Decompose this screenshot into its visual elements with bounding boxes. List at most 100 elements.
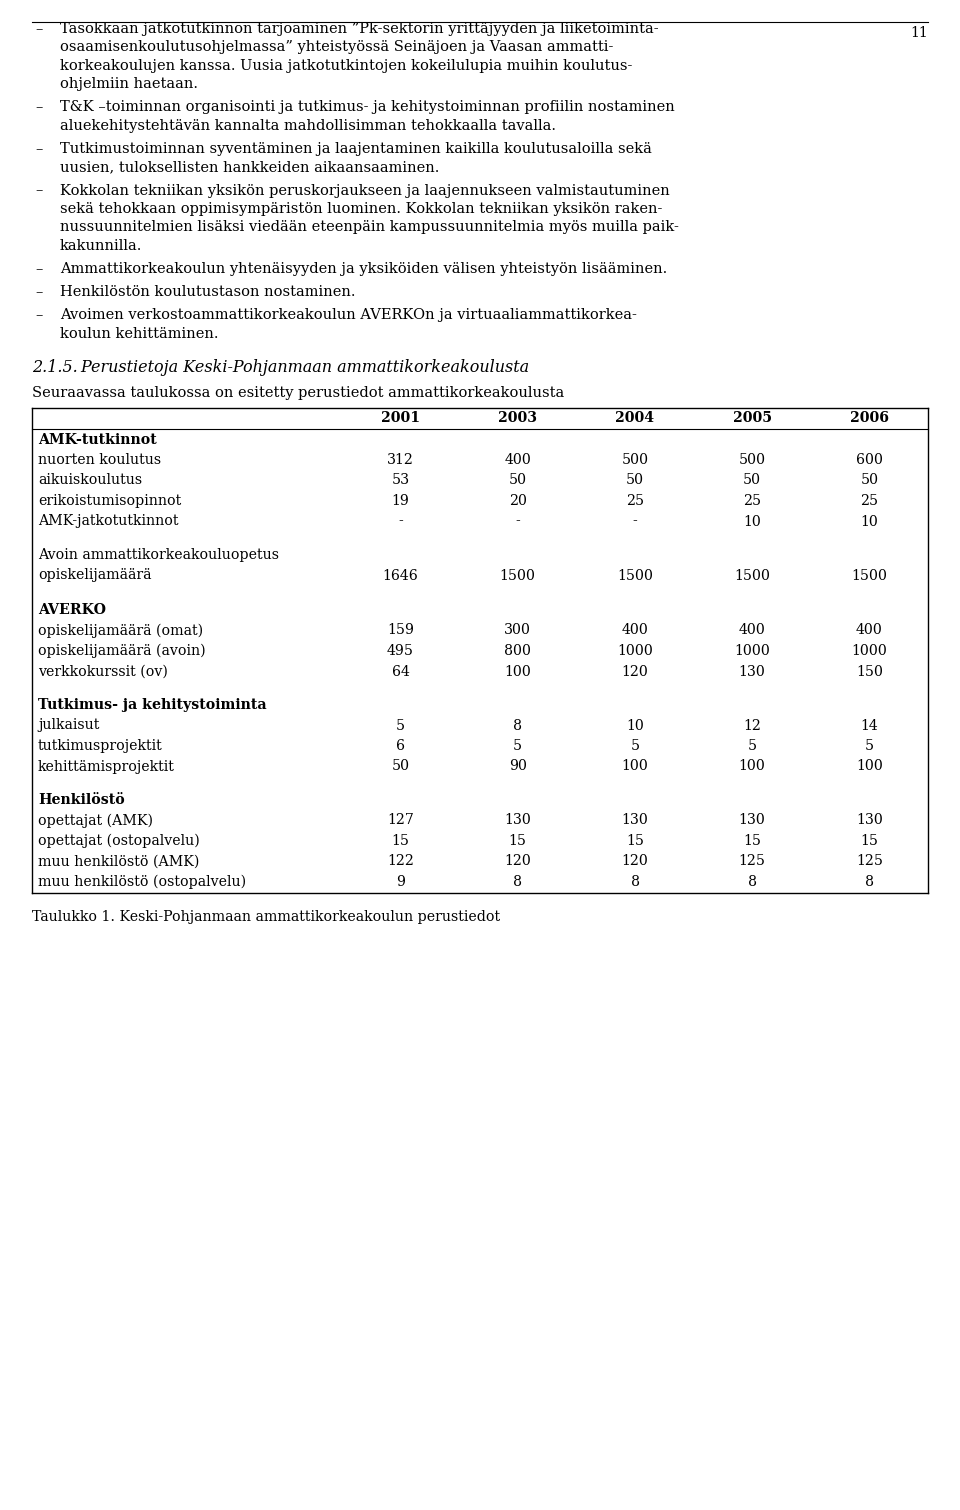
Text: Henkilöstö: Henkilöstö: [38, 793, 125, 806]
Text: muu henkilöstö (AMK): muu henkilöstö (AMK): [38, 855, 200, 868]
Text: tutkimusprojektit: tutkimusprojektit: [38, 738, 163, 753]
Text: –: –: [35, 142, 42, 156]
Text: 15: 15: [509, 834, 527, 849]
Text: 15: 15: [743, 834, 761, 849]
Text: 130: 130: [856, 814, 883, 827]
Text: 15: 15: [626, 834, 644, 849]
Text: sekä tehokkaan oppimisympäristön luominen. Kokkolan tekniikan yksikön raken-: sekä tehokkaan oppimisympäristön luomine…: [60, 202, 662, 216]
Text: 2.1.5. Perustietoja Keski-Pohjanmaan ammattikorkeakoulusta: 2.1.5. Perustietoja Keski-Pohjanmaan amm…: [32, 359, 529, 376]
Text: kakunnilla.: kakunnilla.: [60, 239, 142, 254]
Text: verkkokurssit (ov): verkkokurssit (ov): [38, 664, 168, 678]
Text: opettajat (ostopalvelu): opettajat (ostopalvelu): [38, 834, 200, 849]
Text: nussuunnitelmien lisäksi viedään eteenpäin kampussuunnitelmia myös muilla paik-: nussuunnitelmien lisäksi viedään eteenpä…: [60, 220, 679, 234]
Text: 125: 125: [738, 855, 766, 868]
Text: -: -: [516, 515, 520, 528]
Text: 312: 312: [387, 453, 414, 467]
Text: Taulukko 1. Keski-Pohjanmaan ammattikorkeakoulun perustiedot: Taulukko 1. Keski-Pohjanmaan ammattikork…: [32, 911, 500, 924]
Text: 25: 25: [743, 494, 761, 507]
Text: Tutkimustoiminnan syventäminen ja laajentaminen kaikilla koulutusaloilla sekä: Tutkimustoiminnan syventäminen ja laajen…: [60, 142, 652, 156]
Text: 12: 12: [743, 719, 761, 732]
Text: T&K –toiminnan organisointi ja tutkimus- ja kehitystoiminnan profiilin nostamine: T&K –toiminnan organisointi ja tutkimus-…: [60, 101, 675, 115]
Text: 2003: 2003: [498, 412, 538, 426]
Text: 300: 300: [504, 624, 531, 637]
Text: 400: 400: [621, 624, 648, 637]
Text: AMK-jatkotutkinnot: AMK-jatkotutkinnot: [38, 515, 179, 528]
Text: 122: 122: [387, 855, 414, 868]
Text: 125: 125: [856, 855, 883, 868]
Text: 25: 25: [860, 494, 878, 507]
Text: 2004: 2004: [615, 412, 655, 426]
Text: –: –: [35, 263, 42, 276]
Text: 127: 127: [387, 814, 414, 827]
Text: 400: 400: [739, 624, 766, 637]
Text: 19: 19: [392, 494, 410, 507]
Text: Tutkimus- ja kehitystoiminta: Tutkimus- ja kehitystoiminta: [38, 698, 267, 713]
Text: 15: 15: [860, 834, 878, 849]
Text: 15: 15: [392, 834, 410, 849]
Text: 64: 64: [392, 664, 410, 678]
Text: 5: 5: [396, 719, 405, 732]
Text: –: –: [35, 101, 42, 115]
Text: 2006: 2006: [850, 412, 889, 426]
Text: 11: 11: [910, 26, 928, 39]
Text: opiskelijamäärä (omat): opiskelijamäärä (omat): [38, 624, 204, 637]
Text: Avoimen verkostoammattikorkeakoulun AVERKOn ja virtuaaliammattikorkea-: Avoimen verkostoammattikorkeakoulun AVER…: [60, 308, 636, 322]
Text: 1500: 1500: [500, 568, 536, 583]
Text: 53: 53: [392, 474, 410, 488]
Text: 50: 50: [509, 474, 527, 488]
Text: 50: 50: [860, 474, 878, 488]
Text: 9: 9: [396, 874, 405, 889]
Text: 2005: 2005: [732, 412, 772, 426]
Text: 10: 10: [860, 515, 878, 528]
Text: opiskelijamäärä: opiskelijamäärä: [38, 568, 152, 583]
Text: kehittämisprojektit: kehittämisprojektit: [38, 760, 175, 773]
Text: –: –: [35, 184, 42, 198]
Text: –: –: [35, 23, 42, 36]
Text: 495: 495: [387, 643, 414, 658]
Text: 8: 8: [514, 874, 522, 889]
Text: Seuraavassa taulukossa on esitetty perustiedot ammattikorkeakoulusta: Seuraavassa taulukossa on esitetty perus…: [32, 385, 564, 400]
Text: 50: 50: [743, 474, 761, 488]
Text: Tasokkaan jatkotutkinnon tarjoaminen ”Pk-sektorin yrittäjyyden ja liiketoiminta-: Tasokkaan jatkotutkinnon tarjoaminen ”Pk…: [60, 23, 659, 36]
Text: Henkilöstön koulutustason nostaminen.: Henkilöstön koulutustason nostaminen.: [60, 285, 355, 299]
Text: 50: 50: [626, 474, 644, 488]
Text: osaamisenkoulutusohjelmassa” yhteistyössä Seinäjoen ja Vaasan ammatti-: osaamisenkoulutusohjelmassa” yhteistyöss…: [60, 41, 613, 54]
Text: 1000: 1000: [852, 643, 887, 658]
Text: 1500: 1500: [617, 568, 653, 583]
Text: uusien, tuloksellisten hankkeiden aikaansaaminen.: uusien, tuloksellisten hankkeiden aikaan…: [60, 160, 440, 175]
Text: 130: 130: [621, 814, 648, 827]
Text: 500: 500: [621, 453, 649, 467]
Text: 100: 100: [739, 760, 766, 773]
Text: 1000: 1000: [617, 643, 653, 658]
Text: muu henkilöstö (ostopalvelu): muu henkilöstö (ostopalvelu): [38, 874, 246, 889]
Text: 10: 10: [626, 719, 644, 732]
Text: 130: 130: [504, 814, 531, 827]
Text: 1500: 1500: [852, 568, 887, 583]
Text: 150: 150: [856, 664, 883, 678]
Text: AMK-tutkinnot: AMK-tutkinnot: [38, 432, 156, 447]
Text: 1500: 1500: [734, 568, 770, 583]
Text: 5: 5: [748, 738, 756, 753]
Text: 5: 5: [631, 738, 639, 753]
Text: 20: 20: [509, 494, 527, 507]
Text: 10: 10: [743, 515, 761, 528]
Text: 130: 130: [739, 814, 766, 827]
Text: erikoistumisopinnot: erikoistumisopinnot: [38, 494, 181, 507]
Text: julkaisut: julkaisut: [38, 719, 100, 732]
Text: 120: 120: [504, 855, 531, 868]
Text: 120: 120: [621, 855, 648, 868]
Text: 100: 100: [856, 760, 883, 773]
Text: 800: 800: [504, 643, 531, 658]
Text: 5: 5: [865, 738, 874, 753]
Text: 8: 8: [748, 874, 756, 889]
Text: 120: 120: [621, 664, 648, 678]
Text: 600: 600: [856, 453, 883, 467]
Text: 100: 100: [504, 664, 531, 678]
Text: AVERKO: AVERKO: [38, 602, 106, 618]
Text: 1646: 1646: [383, 568, 419, 583]
Text: ohjelmiin haetaan.: ohjelmiin haetaan.: [60, 77, 198, 92]
Text: 100: 100: [621, 760, 648, 773]
Text: Kokkolan tekniikan yksikön peruskorjaukseen ja laajennukseen valmistautuminen: Kokkolan tekniikan yksikön peruskorjauks…: [60, 184, 670, 198]
Text: 50: 50: [392, 760, 410, 773]
Text: Ammattikorkeakoulun yhtenäisyyden ja yksiköiden välisen yhteistyön lisääminen.: Ammattikorkeakoulun yhtenäisyyden ja yks…: [60, 263, 667, 276]
